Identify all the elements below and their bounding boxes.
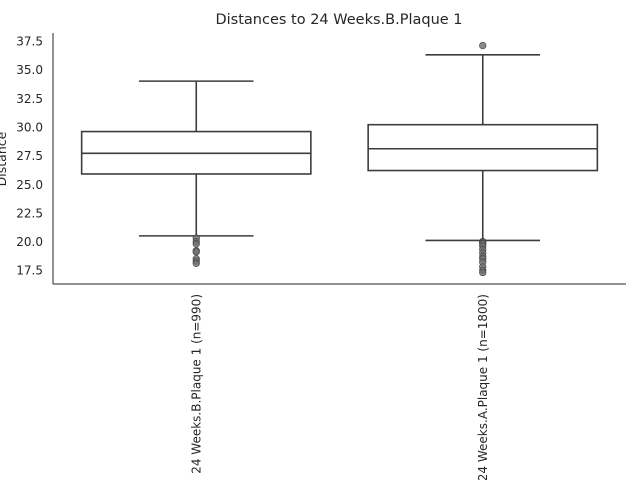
y-tick-label: 37.5 <box>16 35 43 49</box>
outlier-point <box>192 240 200 248</box>
y-axis-label: Distance <box>0 131 9 186</box>
outlier-point <box>479 268 487 277</box>
boxes <box>80 42 599 277</box>
y-tick-label: 17.5 <box>16 264 43 278</box>
box-group <box>367 42 599 277</box>
iqr-box <box>367 123 599 172</box>
outlier-point <box>192 259 200 267</box>
x-tick-label: 24 Weeks.A.Plaque 1 (n=1800) <box>476 294 490 480</box>
y-ticks: 17.5 20.0 22.5 25.0 27.5 30.0 32.5 35.0 37.5 <box>16 35 43 278</box>
y-tick-label: 22.5 <box>16 206 43 220</box>
y-tick-label: 20.0 <box>16 235 43 249</box>
x-tick-label: 24 Weeks.B.Plaque 1 (n=990) <box>189 294 203 474</box>
chart-title: Distances to 24 Weeks.B.Plaque 1 <box>215 12 462 28</box>
y-tick-label: 35.0 <box>16 63 43 77</box>
axes <box>52 33 626 285</box>
outlier-point <box>192 248 200 256</box>
y-tick-label: 32.5 <box>16 92 43 106</box>
x-ticks: 24 Weeks.B.Plaque 1 (n=990) 24 Weeks.A.Pl… <box>189 294 490 480</box>
outlier-point <box>479 42 487 50</box>
y-tick-label: 25.0 <box>16 178 43 192</box>
box-group <box>80 80 312 267</box>
y-tick-label: 30.0 <box>16 120 43 134</box>
y-tick-label: 27.5 <box>16 149 43 163</box>
